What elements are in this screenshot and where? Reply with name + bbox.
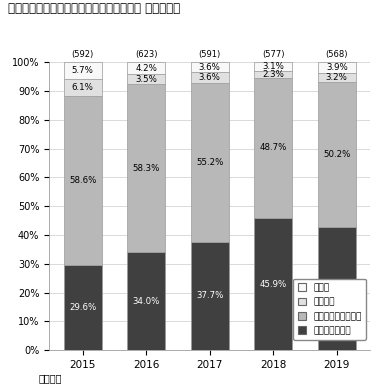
Bar bbox=[191, 62, 229, 72]
Text: (577): (577) bbox=[262, 50, 285, 59]
Text: 34.0%: 34.0% bbox=[133, 297, 160, 306]
Text: (568): (568) bbox=[325, 50, 348, 59]
Bar bbox=[127, 84, 165, 252]
Bar bbox=[64, 96, 102, 265]
Text: (623): (623) bbox=[135, 50, 158, 59]
Text: （年度）: （年度） bbox=[38, 373, 62, 383]
Text: 58.6%: 58.6% bbox=[69, 176, 96, 185]
Text: 3.9%: 3.9% bbox=[326, 63, 348, 72]
Text: 3.5%: 3.5% bbox=[135, 75, 157, 84]
Text: 3.6%: 3.6% bbox=[199, 73, 221, 82]
Text: 3.6%: 3.6% bbox=[199, 63, 221, 72]
Text: (591): (591) bbox=[199, 50, 221, 59]
Text: 37.7%: 37.7% bbox=[196, 291, 223, 300]
Text: 3.1%: 3.1% bbox=[262, 62, 284, 71]
Bar bbox=[127, 74, 165, 84]
Bar bbox=[64, 265, 102, 350]
Bar bbox=[254, 78, 292, 218]
Text: 29.6%: 29.6% bbox=[69, 303, 96, 312]
Text: 42.8%: 42.8% bbox=[323, 284, 350, 293]
Text: 50.2%: 50.2% bbox=[323, 150, 350, 159]
Bar bbox=[318, 227, 356, 350]
Bar bbox=[191, 242, 229, 350]
Text: 48.7%: 48.7% bbox=[260, 144, 287, 152]
Bar bbox=[127, 252, 165, 350]
Text: 5.7%: 5.7% bbox=[72, 66, 94, 75]
Text: (592): (592) bbox=[72, 50, 94, 59]
Bar bbox=[191, 72, 229, 83]
Bar bbox=[64, 79, 102, 96]
Bar bbox=[318, 73, 356, 82]
Bar bbox=[254, 218, 292, 350]
Bar bbox=[254, 62, 292, 71]
Text: 3.2%: 3.2% bbox=[326, 73, 348, 82]
Bar bbox=[254, 71, 292, 78]
Bar bbox=[318, 82, 356, 227]
Bar bbox=[64, 62, 102, 79]
Text: 55.2%: 55.2% bbox=[196, 158, 223, 166]
Text: 45.9%: 45.9% bbox=[260, 280, 287, 289]
Bar bbox=[127, 62, 165, 74]
Text: 4.2%: 4.2% bbox=[135, 64, 157, 73]
Text: 58.3%: 58.3% bbox=[133, 164, 160, 173]
Legend: 検討中, 縮小する, 現状程度を維持する, 強化・拡大する: 検討中, 縮小する, 現状程度を維持する, 強化・拡大する bbox=[293, 279, 366, 340]
Bar bbox=[318, 62, 356, 73]
Bar bbox=[191, 83, 229, 242]
Text: 図表３　中期的（今後３年程度）国内事業 展開見通し: 図表３ 中期的（今後３年程度）国内事業 展開見通し bbox=[8, 2, 180, 15]
Text: 2.3%: 2.3% bbox=[262, 70, 284, 79]
Text: 6.1%: 6.1% bbox=[72, 83, 94, 92]
